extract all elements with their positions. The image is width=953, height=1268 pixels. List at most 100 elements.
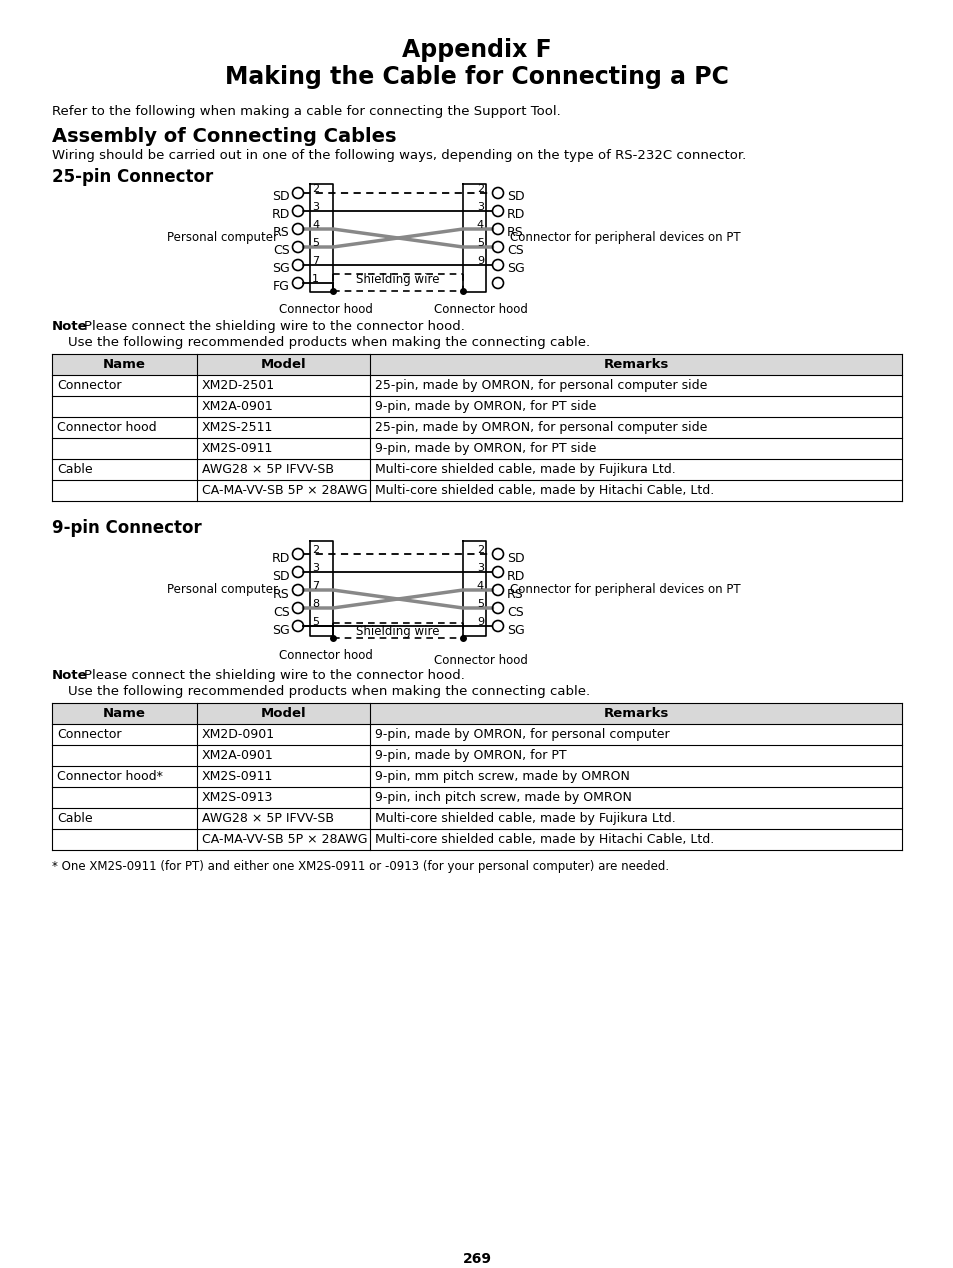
Text: XM2D-0901: XM2D-0901: [202, 728, 274, 741]
Text: 7: 7: [312, 256, 319, 266]
Text: Connector hood: Connector hood: [57, 421, 156, 434]
Text: Please connect the shielding wire to the connector hood.: Please connect the shielding wire to the…: [84, 320, 464, 333]
Text: * One XM2S-0911 (for PT) and either one XM2S-0911 or -0913 (for your personal co: * One XM2S-0911 (for PT) and either one …: [52, 860, 668, 872]
Text: Wiring should be carried out in one of the following ways, depending on the type: Wiring should be carried out in one of t…: [52, 150, 745, 162]
Text: 3: 3: [312, 563, 318, 573]
Text: Connector hood: Connector hood: [278, 303, 372, 316]
Text: 9: 9: [476, 256, 483, 266]
Text: 2: 2: [476, 184, 483, 194]
Text: 5: 5: [312, 618, 318, 626]
Text: 4: 4: [476, 221, 483, 230]
Text: CS: CS: [506, 245, 523, 257]
Text: 4: 4: [476, 581, 483, 591]
Text: Connector hood: Connector hood: [278, 649, 372, 662]
Text: 7: 7: [312, 581, 319, 591]
Text: 2: 2: [312, 184, 319, 194]
Text: 5: 5: [312, 238, 318, 249]
Text: Note: Note: [52, 670, 88, 682]
Text: CS: CS: [273, 606, 290, 619]
Text: RS: RS: [506, 587, 523, 601]
Text: CA-MA-VV-SB 5P × 28AWG: CA-MA-VV-SB 5P × 28AWG: [202, 484, 367, 497]
Text: Multi-core shielded cable, made by Hitachi Cable, Ltd.: Multi-core shielded cable, made by Hitac…: [375, 833, 714, 846]
Text: 4: 4: [312, 221, 319, 230]
Text: RD: RD: [506, 569, 525, 582]
Text: RD: RD: [272, 208, 290, 222]
Text: XM2A-0901: XM2A-0901: [202, 749, 274, 762]
Text: Multi-core shielded cable, made by Fujikura Ltd.: Multi-core shielded cable, made by Fujik…: [375, 812, 675, 825]
Text: Connector hood*: Connector hood*: [57, 770, 163, 784]
Text: 2: 2: [312, 545, 319, 555]
Text: 25-pin, made by OMRON, for personal computer side: 25-pin, made by OMRON, for personal comp…: [375, 421, 706, 434]
Text: Use the following recommended products when making the connecting cable.: Use the following recommended products w…: [68, 336, 590, 349]
Text: XM2S-0911: XM2S-0911: [202, 443, 274, 455]
Text: CS: CS: [273, 245, 290, 257]
Text: 3: 3: [312, 202, 318, 212]
Text: 269: 269: [462, 1252, 491, 1265]
Text: SG: SG: [506, 624, 524, 637]
Text: Multi-core shielded cable, made by Fujikura Ltd.: Multi-core shielded cable, made by Fujik…: [375, 463, 675, 476]
Text: 9-pin, made by OMRON, for PT: 9-pin, made by OMRON, for PT: [375, 749, 566, 762]
Text: Connector: Connector: [57, 379, 121, 392]
Text: 9-pin, mm pitch screw, made by OMRON: 9-pin, mm pitch screw, made by OMRON: [375, 770, 629, 784]
Text: SD: SD: [506, 552, 524, 564]
Text: Use the following recommended products when making the connecting cable.: Use the following recommended products w…: [68, 685, 590, 697]
Text: SG: SG: [506, 262, 524, 275]
Text: Refer to the following when making a cable for connecting the Support Tool.: Refer to the following when making a cab…: [52, 105, 560, 118]
Text: Personal computer: Personal computer: [168, 232, 278, 245]
Text: Model: Model: [260, 358, 306, 372]
Text: 9-pin Connector: 9-pin Connector: [52, 519, 201, 538]
Text: XM2S-0913: XM2S-0913: [202, 791, 274, 804]
Text: Making the Cable for Connecting a PC: Making the Cable for Connecting a PC: [225, 65, 728, 89]
Text: Please connect the shielding wire to the connector hood.: Please connect the shielding wire to the…: [84, 670, 464, 682]
Text: Connector hood: Connector hood: [433, 303, 527, 316]
Text: Name: Name: [103, 708, 146, 720]
Bar: [52, 702, 901, 724]
Text: 5: 5: [476, 238, 483, 249]
Text: Cable: Cable: [57, 812, 92, 825]
Text: 9-pin, made by OMRON, for PT side: 9-pin, made by OMRON, for PT side: [375, 399, 596, 413]
Text: 9-pin, made by OMRON, for PT side: 9-pin, made by OMRON, for PT side: [375, 443, 596, 455]
Text: 9-pin, made by OMRON, for personal computer: 9-pin, made by OMRON, for personal compu…: [375, 728, 669, 741]
Text: SG: SG: [272, 624, 290, 637]
Text: Connector hood: Connector hood: [433, 654, 527, 667]
Text: Remarks: Remarks: [602, 708, 668, 720]
Text: CS: CS: [506, 606, 523, 619]
Text: 9-pin, inch pitch screw, made by OMRON: 9-pin, inch pitch screw, made by OMRON: [375, 791, 631, 804]
Text: Personal computer: Personal computer: [168, 582, 278, 596]
Text: 25-pin, made by OMRON, for personal computer side: 25-pin, made by OMRON, for personal comp…: [375, 379, 706, 392]
Text: SD: SD: [273, 569, 290, 582]
Text: AWG28 × 5P IFVV-SB: AWG28 × 5P IFVV-SB: [202, 463, 334, 476]
Text: XM2D-2501: XM2D-2501: [202, 379, 274, 392]
Text: Multi-core shielded cable, made by Hitachi Cable, Ltd.: Multi-core shielded cable, made by Hitac…: [375, 484, 714, 497]
Bar: [52, 354, 901, 375]
Text: SD: SD: [506, 190, 524, 203]
Text: Connector: Connector: [57, 728, 121, 741]
Text: Appendix F: Appendix F: [402, 38, 551, 62]
Text: Note: Note: [52, 320, 88, 333]
Text: Name: Name: [103, 358, 146, 372]
Text: RS: RS: [273, 587, 290, 601]
Text: XM2S-0911: XM2S-0911: [202, 770, 274, 784]
Text: Shielding wire: Shielding wire: [355, 625, 439, 638]
Text: Remarks: Remarks: [602, 358, 668, 372]
Text: Connector for peripheral devices on PT: Connector for peripheral devices on PT: [510, 232, 740, 245]
Text: AWG28 × 5P IFVV-SB: AWG28 × 5P IFVV-SB: [202, 812, 334, 825]
Text: Assembly of Connecting Cables: Assembly of Connecting Cables: [52, 127, 396, 146]
Text: XM2A-0901: XM2A-0901: [202, 399, 274, 413]
Text: Shielding wire: Shielding wire: [355, 274, 439, 287]
Text: RS: RS: [506, 227, 523, 240]
Text: RD: RD: [506, 208, 525, 222]
Text: 5: 5: [476, 598, 483, 609]
Text: RS: RS: [273, 227, 290, 240]
Text: Model: Model: [260, 708, 306, 720]
Text: SD: SD: [273, 190, 290, 203]
Text: 9: 9: [476, 618, 483, 626]
Text: 3: 3: [476, 202, 483, 212]
Text: SG: SG: [272, 262, 290, 275]
Text: 25-pin Connector: 25-pin Connector: [52, 167, 213, 186]
Text: 3: 3: [476, 563, 483, 573]
Text: Connector for peripheral devices on PT: Connector for peripheral devices on PT: [510, 582, 740, 596]
Text: 1: 1: [312, 274, 318, 284]
Text: 2: 2: [476, 545, 483, 555]
Text: XM2S-2511: XM2S-2511: [202, 421, 274, 434]
